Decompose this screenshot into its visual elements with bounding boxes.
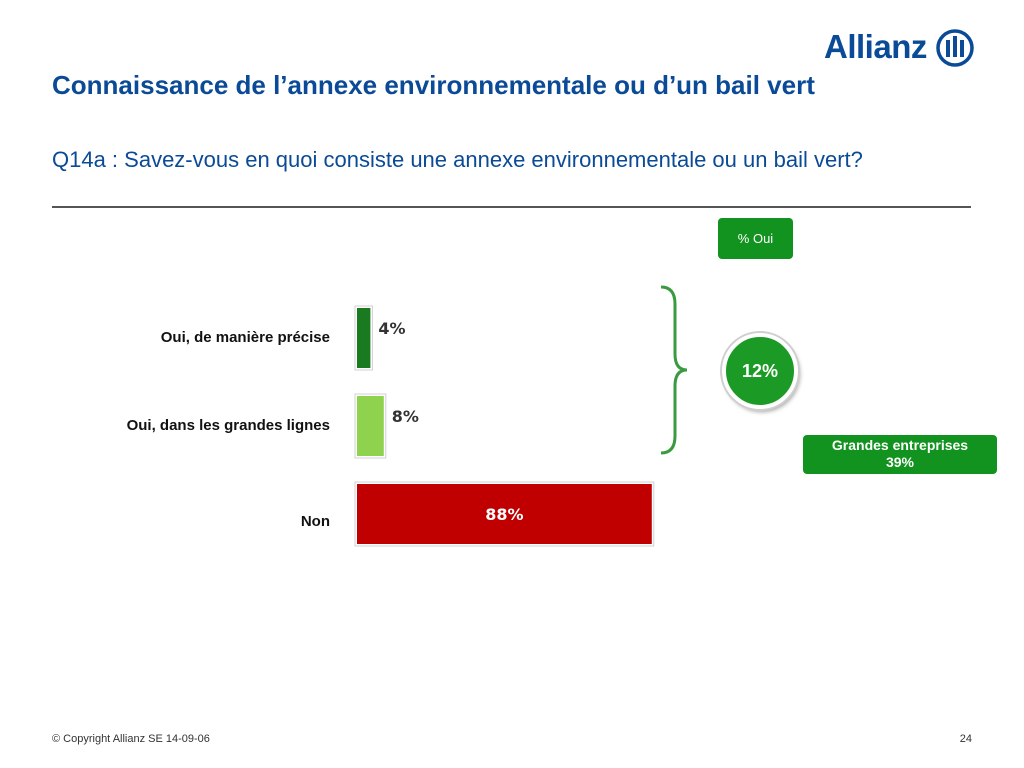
grouping-brace: [660, 285, 688, 455]
allianz-eagle-icon: [936, 29, 974, 67]
oui-header-badge: % Oui: [718, 218, 793, 259]
category-label: Oui, dans les grandes lignes: [126, 417, 330, 434]
oui-total-bubble: 12%: [722, 333, 798, 409]
bar-value-label: 8%: [392, 407, 419, 426]
page-title: Connaissance de l’annexe environnemental…: [52, 70, 815, 100]
bar: [357, 484, 652, 544]
bar: [357, 396, 384, 456]
bar: [357, 308, 371, 368]
title-divider: [52, 206, 971, 208]
allianz-logo: Allianz: [822, 26, 977, 70]
survey-question: Q14a : Savez-vous en quoi consiste une a…: [52, 147, 863, 172]
grandes-entreprises-value: 39%: [885, 454, 915, 470]
category-label: Non: [300, 513, 330, 530]
copyright-footer: © Copyright Allianz SE 14-09-06: [52, 733, 210, 745]
bar-value-label: 4%: [378, 319, 405, 338]
bar-chart: 4% 8% 88%: [354, 305, 655, 547]
page-number: 24: [959, 733, 972, 745]
category-label: Oui, de manière précise: [160, 329, 330, 346]
logo-wordmark: Allianz: [824, 28, 927, 65]
grandes-entreprises-badge: Grandes entreprises 39%: [803, 435, 997, 474]
bar-value-label: 88%: [485, 505, 523, 524]
grandes-entreprises-label: Grandes entreprises: [831, 437, 969, 453]
